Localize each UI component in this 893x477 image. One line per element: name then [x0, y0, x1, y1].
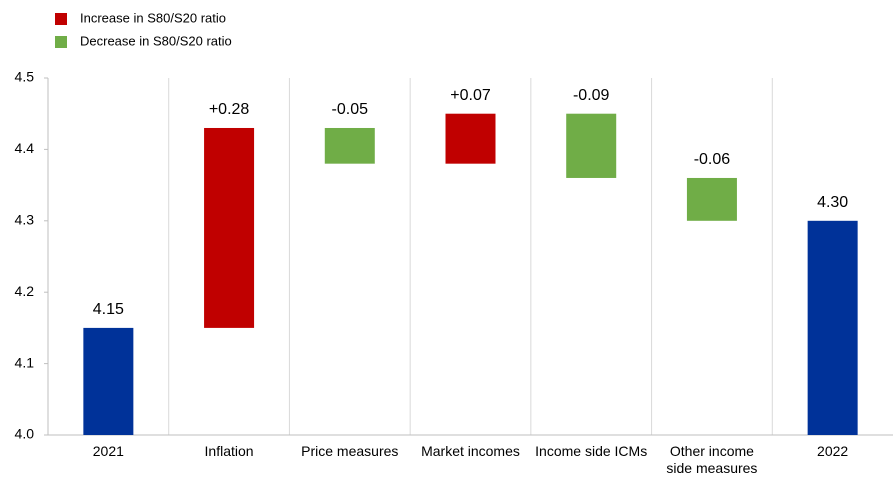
data-label: +0.28 [209, 101, 250, 118]
y-tick-label: 4.3 [15, 212, 35, 228]
y-tick-label: 4.1 [15, 354, 35, 370]
bar [324, 127, 375, 164]
data-label: 4.30 [817, 194, 848, 211]
bar [204, 127, 255, 328]
legend-swatch [55, 13, 67, 25]
legend-label: Decrease in S80/S20 ratio [80, 33, 232, 48]
x-tick-label: Income side ICMs [535, 443, 648, 459]
data-label: 4.15 [93, 301, 124, 318]
x-tick-label: Market incomes [421, 443, 520, 459]
data-label: -0.09 [573, 87, 610, 104]
y-tick-label: 4.4 [15, 140, 35, 156]
data-label: +0.07 [450, 87, 491, 104]
x-tick-label: Price measures [301, 443, 399, 459]
bar [445, 113, 496, 164]
y-tick-label: 4.0 [15, 426, 35, 442]
legend-label: Increase in S80/S20 ratio [80, 10, 226, 25]
y-tick-label: 4.5 [15, 69, 35, 85]
bar [686, 177, 737, 221]
data-label: -0.06 [694, 151, 731, 168]
x-tick-label: Inflation [204, 443, 254, 459]
legend-swatch [55, 36, 67, 48]
bar [566, 113, 617, 178]
x-tick-label: Other income side measures [666, 443, 758, 476]
bar [83, 327, 134, 435]
bar [807, 220, 858, 435]
y-tick-label: 4.2 [15, 283, 35, 299]
x-tick-label: 2022 [817, 443, 849, 459]
x-tick-label: 2021 [92, 443, 124, 459]
data-label: -0.05 [332, 101, 369, 118]
